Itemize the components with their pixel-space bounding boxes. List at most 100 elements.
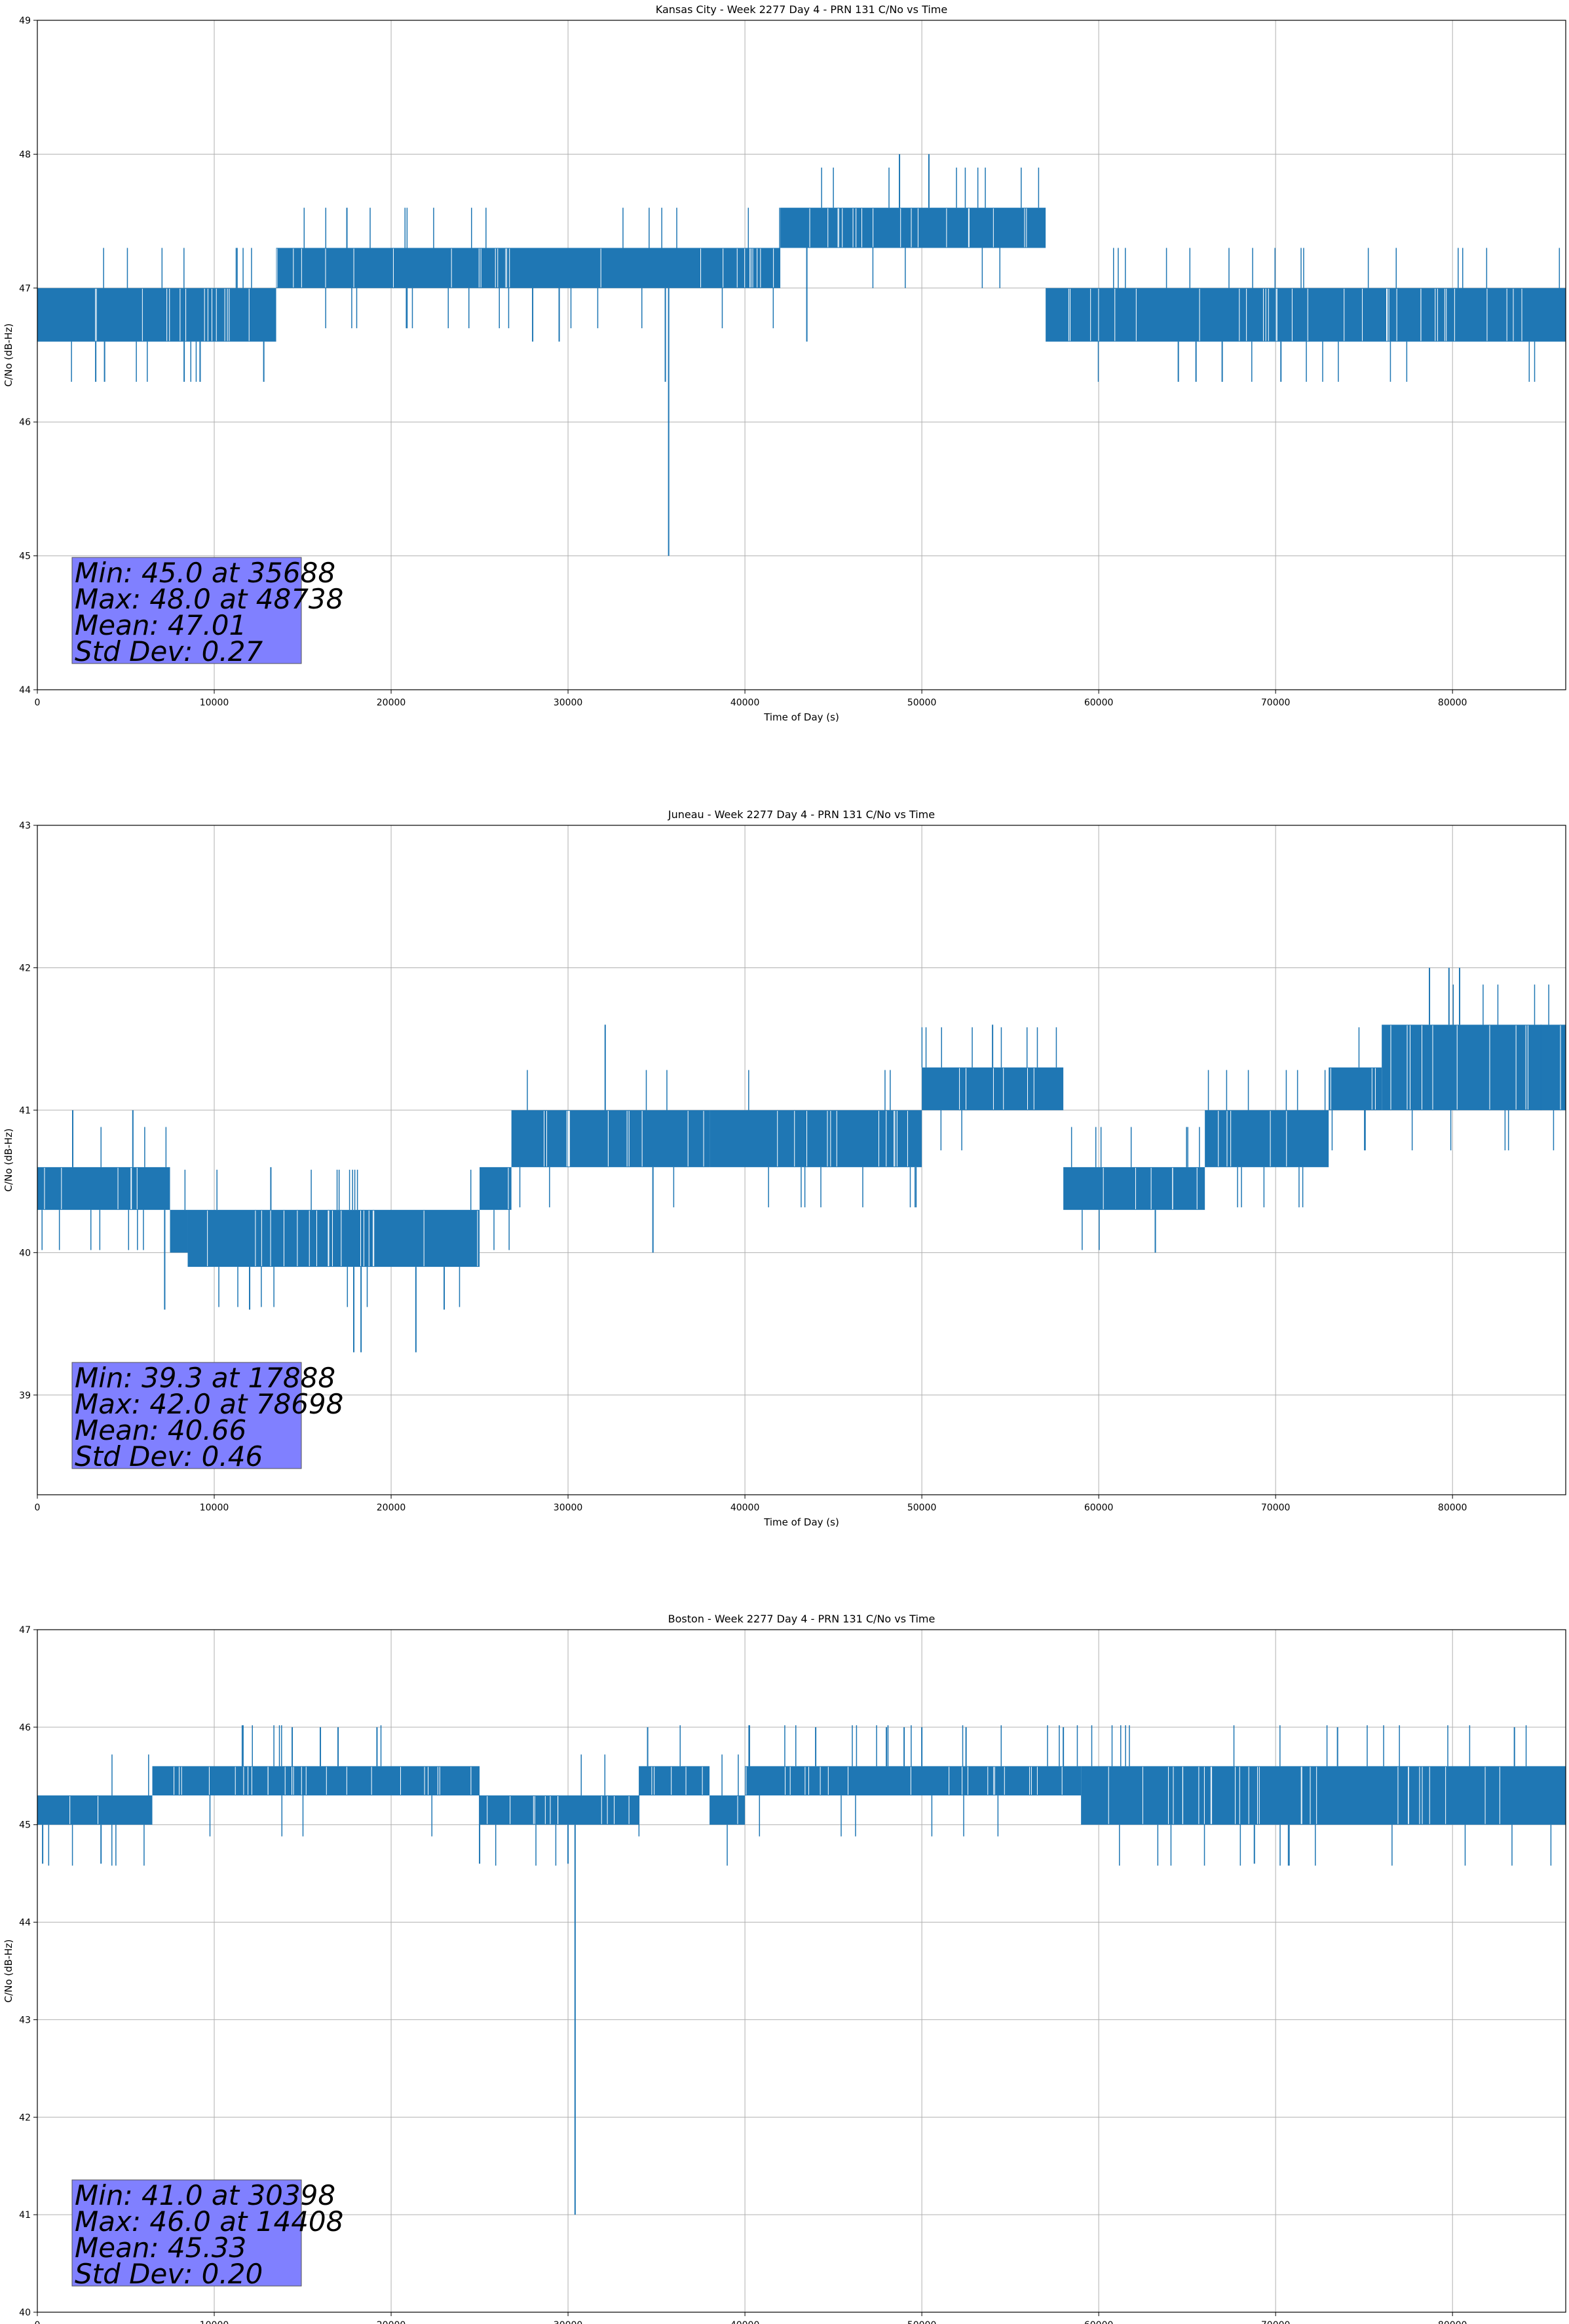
x-tick-label: 10000: [200, 698, 229, 708]
y-axis-label: C/No (dB-Hz): [3, 1129, 14, 1192]
x-tick-label: 0: [35, 698, 41, 708]
plot-frame: [37, 20, 1566, 690]
x-tick-label: 20000: [377, 2320, 406, 2324]
stats-box-background: [71, 1362, 302, 1469]
panel-juneau: 0 10000 20000 30000 40000 50000 60000 70000 8000…: [3, 808, 1566, 1528]
x-tick-label: 20000: [377, 698, 406, 708]
x-tick-label: 10000: [200, 2320, 229, 2324]
y-tick-label: 40: [19, 1248, 31, 1258]
y-tick-label: 39: [19, 1391, 31, 1401]
series-band: [922, 1067, 1064, 1110]
series-band: [170, 1210, 188, 1253]
x-tick-label: 60000: [1084, 698, 1114, 708]
data-series: [37, 967, 1566, 1353]
y-tick-label: 48: [19, 149, 31, 160]
series-band: [639, 1766, 710, 1796]
chart-title: Juneau - Week 2277 Day 4 - PRN 131 C/No …: [668, 808, 935, 821]
series-band: [37, 1795, 153, 1825]
series-band: [1382, 1024, 1566, 1110]
series-band: [1081, 1766, 1566, 1825]
y-tick-label: 43: [19, 821, 31, 831]
y-tick-label: 40: [19, 2308, 31, 2318]
chart-title: Boston - Week 2277 Day 4 - PRN 131 C/No …: [668, 1613, 936, 1625]
stats-line: Std Dev: 0.20: [75, 2258, 263, 2290]
x-tick-label: 0: [35, 2320, 41, 2324]
stats-box-background: [71, 2179, 302, 2287]
x-tick-label: 80000: [1438, 1503, 1467, 1513]
x-tick-label: 70000: [1261, 2320, 1291, 2324]
y-tick-label: 44: [19, 685, 31, 696]
x-tick-label: 80000: [1438, 2320, 1467, 2324]
stats-line: Min: 45.0 at 35688: [75, 557, 335, 589]
y-tick-label: 47: [19, 284, 31, 294]
y-tick-label: 45: [19, 1820, 31, 1831]
series-band: [187, 1210, 480, 1267]
y-axis-label: C/No (dB-Hz): [3, 1940, 14, 2003]
stats-box-background: [71, 557, 302, 664]
y-tick-label: 47: [19, 1625, 31, 1636]
panel-kansas-city: 0 10000 20000 30000 40000 50000 60000 70000 8000…: [3, 3, 1566, 723]
stats-line: Max: 48.0 at 48738: [75, 583, 343, 615]
x-axis-label: Time of Day (s): [763, 1516, 839, 1528]
x-tick-label: 50000: [907, 1503, 937, 1513]
series-band: [480, 1167, 512, 1210]
x-tick-label: 50000: [907, 2320, 937, 2324]
y-tick-label: 46: [19, 1723, 31, 1733]
series-band: [276, 248, 781, 288]
plot-frame: [37, 1629, 1566, 2313]
x-tick-label: 60000: [1084, 2320, 1114, 2324]
series-band: [37, 1167, 170, 1210]
y-tick-label: 43: [19, 2015, 31, 2025]
y-tick-label: 45: [19, 552, 31, 562]
series-band: [152, 1766, 480, 1796]
plot-frame: [37, 825, 1566, 1495]
y-tick-label: 46: [19, 417, 31, 428]
x-tick-label: 20000: [377, 1503, 406, 1513]
x-tick-label: 60000: [1084, 1503, 1114, 1513]
series-band: [1046, 288, 1566, 342]
x-tick-label: 10000: [200, 1503, 229, 1513]
stats-line: Max: 46.0 at 14408: [75, 2205, 343, 2238]
y-tick-label: 42: [19, 963, 31, 973]
panel-boston: 0 10000 20000 30000 40000 50000 60000 70000 8000…: [3, 1613, 1566, 2324]
data-series: [37, 1725, 1566, 2215]
y-tick-label: 49: [19, 16, 31, 26]
series-band: [709, 1795, 746, 1825]
stats-line: Std Dev: 0.46: [75, 1440, 263, 1472]
x-tick-label: 80000: [1438, 698, 1467, 708]
series-band: [480, 1795, 639, 1825]
x-tick-label: 50000: [907, 698, 937, 708]
y-axis-label: C/No (dB-Hz): [3, 324, 14, 387]
x-tick-label: 40000: [730, 2320, 760, 2324]
stats-line: Max: 42.0 at 78698: [75, 1388, 343, 1420]
series-band: [745, 1766, 1082, 1796]
x-tick-label: 40000: [730, 698, 760, 708]
x-axis-label: Time of Day (s): [763, 711, 839, 723]
data-series: [37, 154, 1566, 556]
stats-line: Mean: 45.33: [75, 2232, 246, 2264]
series-band: [511, 1110, 710, 1167]
stats-line: Min: 39.3 at 17888: [75, 1362, 335, 1394]
series-band: [709, 1110, 922, 1167]
stats-line: Mean: 47.01: [75, 609, 246, 641]
stats-line: Mean: 40.66: [75, 1414, 246, 1446]
stats-line: Std Dev: 0.27: [75, 635, 263, 667]
series-band: [1063, 1167, 1205, 1210]
x-tick-label: 70000: [1261, 698, 1291, 708]
x-tick-label: 40000: [730, 1503, 760, 1513]
y-tick-label: 42: [19, 2112, 31, 2123]
y-tick-label: 41: [19, 2210, 31, 2221]
x-tick-label: 30000: [554, 1503, 583, 1513]
x-tick-label: 70000: [1261, 1503, 1291, 1513]
x-tick-label: 30000: [554, 2320, 583, 2324]
series-band: [1205, 1110, 1329, 1167]
series-band: [1329, 1067, 1382, 1110]
y-tick-label: 41: [19, 1106, 31, 1116]
chart-title: Kansas City - Week 2277 Day 4 - PRN 131 …: [656, 3, 947, 16]
x-tick-label: 0: [35, 1503, 41, 1513]
x-tick-label: 30000: [554, 698, 583, 708]
